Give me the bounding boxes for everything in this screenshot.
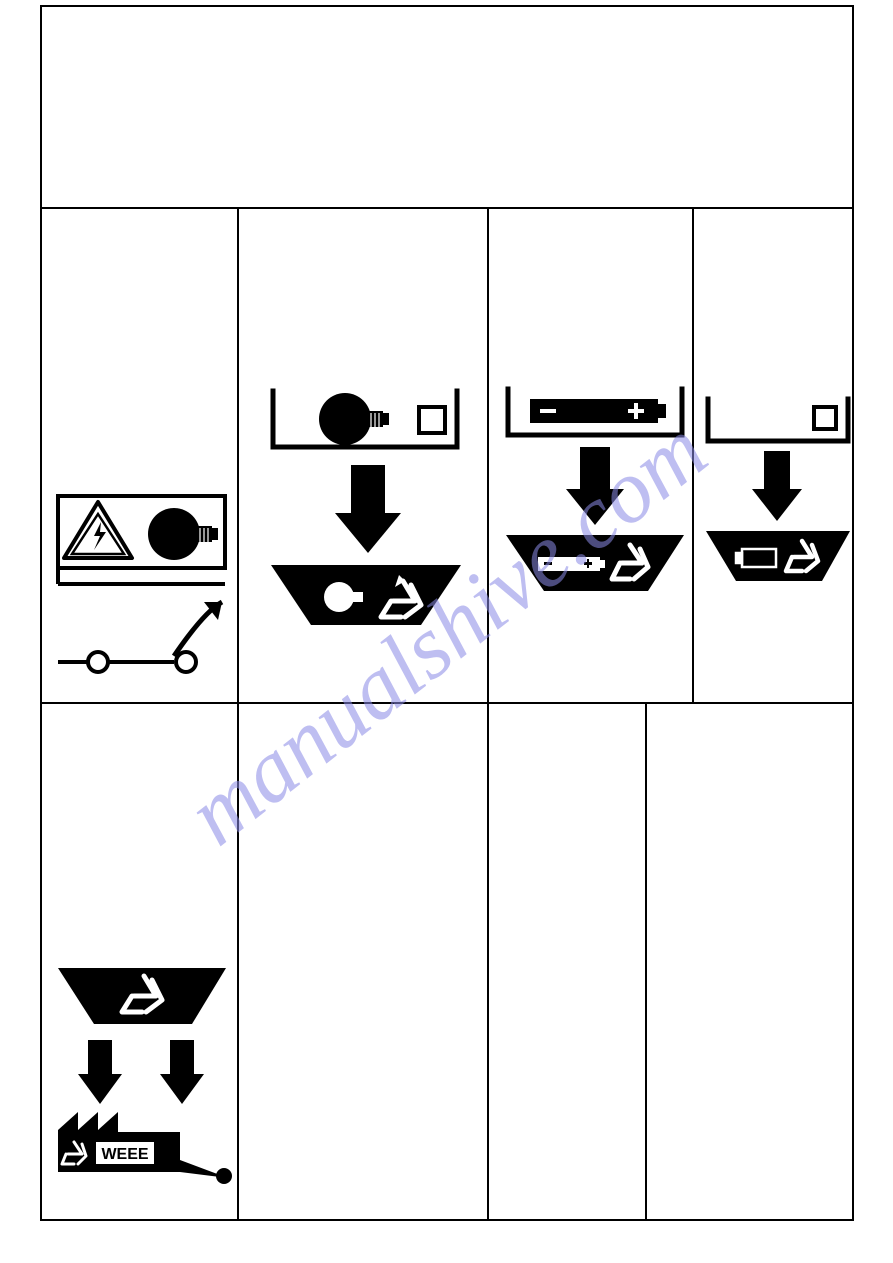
arrow-down-icon bbox=[335, 465, 401, 553]
arrow-down-icon bbox=[752, 451, 802, 521]
svg-text:WEEE: WEEE bbox=[101, 1146, 148, 1163]
square-slot bbox=[419, 407, 445, 433]
battery-recycle-diagram bbox=[502, 385, 687, 605]
weee-label: WEEE bbox=[96, 1142, 154, 1164]
warning-triangle-icon bbox=[64, 502, 132, 558]
divider-col1 bbox=[237, 207, 239, 1219]
lightbulb-icon bbox=[148, 508, 218, 560]
divider-row1 bbox=[42, 207, 852, 209]
switch-open-icon bbox=[58, 602, 222, 672]
battery-icon bbox=[530, 399, 666, 423]
arrow-down-icon bbox=[566, 447, 624, 525]
page-frame: WEEE bbox=[40, 5, 854, 1221]
divider-col3-row3 bbox=[645, 702, 647, 1219]
divider-col2 bbox=[487, 207, 489, 1219]
lightbulb-icon bbox=[319, 393, 389, 445]
bulb-recycle-diagram bbox=[265, 385, 465, 635]
square-slot bbox=[814, 407, 836, 429]
lightbulb-silhouette bbox=[324, 582, 354, 612]
weee-facility-diagram: WEEE bbox=[52, 962, 232, 1202]
skip-bin-icon bbox=[706, 531, 850, 581]
disconnect-power-diagram bbox=[54, 492, 229, 682]
module-recycle-diagram bbox=[702, 395, 852, 595]
divider-col3-row2 bbox=[692, 207, 694, 702]
battery-silhouette bbox=[538, 557, 605, 571]
skip-bin-icon bbox=[271, 565, 461, 625]
arrow-down-icon bbox=[78, 1040, 122, 1104]
divider-row2 bbox=[42, 702, 852, 704]
arrow-down-icon bbox=[160, 1040, 204, 1104]
